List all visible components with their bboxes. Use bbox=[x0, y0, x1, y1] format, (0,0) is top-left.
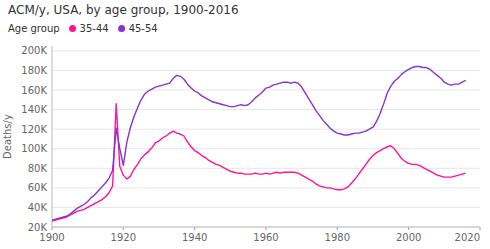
grid-line bbox=[52, 50, 480, 51]
x-tick-label: 2020 bbox=[455, 232, 480, 243]
y-tick-label: 160K bbox=[21, 85, 47, 96]
grid-line bbox=[52, 168, 480, 169]
grid bbox=[52, 51, 480, 227]
x-axis-line bbox=[52, 227, 480, 228]
grid-line bbox=[52, 187, 480, 188]
y-tick-label: 80K bbox=[28, 163, 48, 174]
x-tick-label: 2000 bbox=[396, 232, 421, 243]
y-tick-label: 140K bbox=[21, 104, 47, 115]
legend-label: 45-54 bbox=[129, 23, 158, 34]
legend-label: 35-44 bbox=[80, 23, 109, 34]
x-tick-label: 1940 bbox=[182, 232, 207, 243]
x-tick-label: 1960 bbox=[253, 232, 278, 243]
y-tick-label: 120K bbox=[21, 124, 47, 135]
legend: Age group 35-44 45-54 bbox=[8, 23, 158, 34]
grid-line bbox=[52, 207, 480, 208]
legend-marker bbox=[118, 25, 125, 32]
lines bbox=[52, 67, 466, 222]
y-tick-label: 100K bbox=[21, 143, 47, 154]
legend-marker bbox=[69, 25, 76, 32]
y-axis-line bbox=[52, 46, 53, 227]
grid-line bbox=[52, 227, 480, 228]
series-line bbox=[52, 67, 466, 221]
y-axis-label: Deaths/y bbox=[2, 114, 13, 159]
grid-line bbox=[52, 148, 480, 149]
y-tick-label: 20K bbox=[28, 222, 48, 233]
y-tick-label: 60K bbox=[28, 182, 48, 193]
grid-line bbox=[52, 90, 480, 91]
y-tick-label: 200K bbox=[21, 45, 47, 56]
legend-title: Age group bbox=[8, 23, 60, 34]
series-line bbox=[52, 104, 466, 221]
y-tick-label: 40K bbox=[28, 202, 48, 213]
title: ACM/y, USA, by age group, 1900-2016 bbox=[8, 3, 239, 17]
grid-line bbox=[52, 70, 480, 71]
y-tick-label: 180K bbox=[21, 65, 47, 76]
x-tick-label: 1900 bbox=[39, 232, 64, 243]
chart: ACM/y, USA, by age group, 1900-2016 20K 40… bbox=[0, 0, 490, 249]
x-tick-label: 1920 bbox=[111, 232, 136, 243]
x-tick-label: 1980 bbox=[325, 232, 350, 243]
